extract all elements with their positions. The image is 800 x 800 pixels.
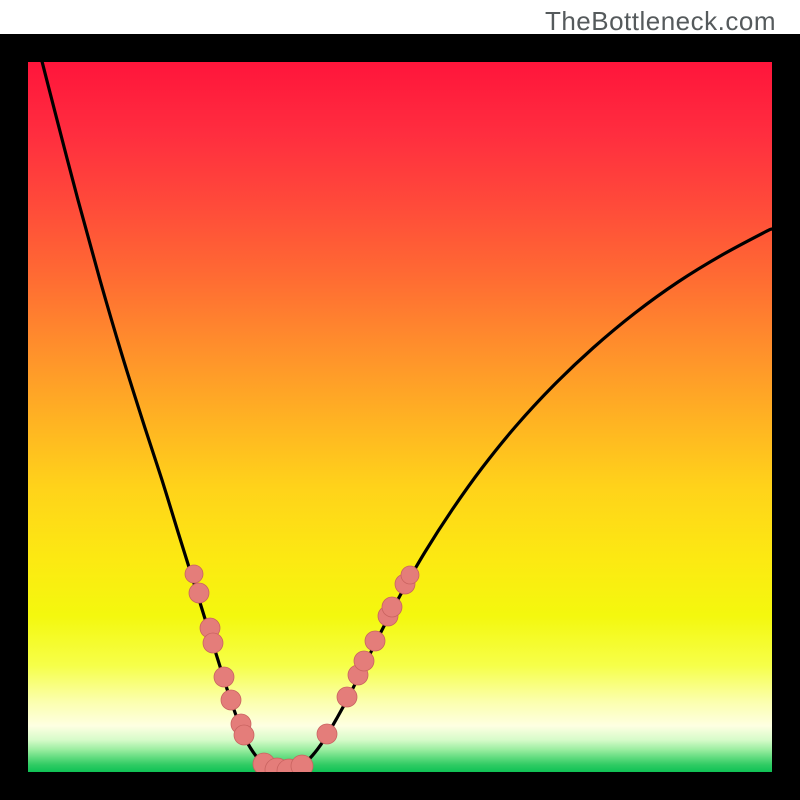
chart-container: { "canvas": { "width": 800, "height": 80…	[0, 0, 800, 800]
curve-marker	[317, 724, 337, 744]
curve-marker	[185, 565, 203, 583]
chart-gradient-bg	[28, 62, 772, 772]
curve-marker	[401, 566, 419, 584]
curve-marker	[189, 583, 209, 603]
curve-marker	[214, 667, 234, 687]
curve-marker	[234, 725, 254, 745]
curve-marker	[203, 633, 223, 653]
curve-marker	[382, 597, 402, 617]
curve-marker	[365, 631, 385, 651]
curve-marker	[354, 651, 374, 671]
curve-marker	[337, 687, 357, 707]
bottleneck-chart	[0, 0, 800, 800]
curve-marker	[221, 690, 241, 710]
